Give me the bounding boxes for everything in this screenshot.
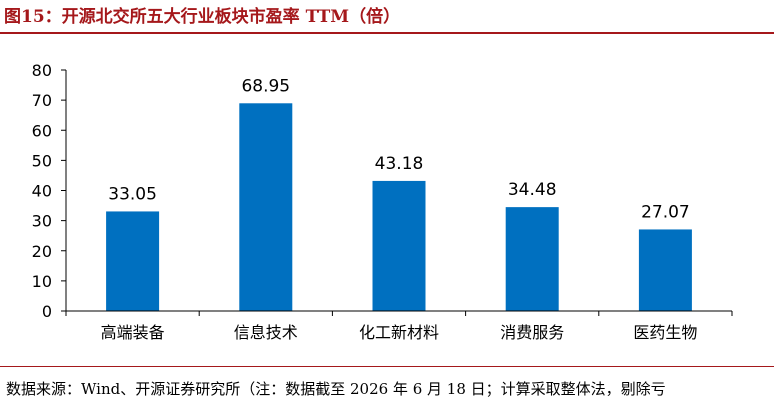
y-tick-label: 10	[32, 272, 52, 291]
y-tick-label: 70	[32, 91, 52, 110]
source-note: 数据来源：Wind、开源证券研究所（注：数据截至 2026 年 6 月 18 日…	[6, 380, 666, 398]
y-axis-ticks: 0 10 20 30 40 50 60 70 80	[32, 61, 733, 321]
bar	[638, 229, 692, 311]
x-tick-label: 信息技术	[234, 323, 298, 342]
y-tick-label: 80	[32, 61, 52, 80]
y-tick-label: 50	[32, 151, 52, 170]
bars	[106, 103, 692, 312]
y-tick-label: 30	[32, 212, 52, 231]
y-tick-label: 60	[32, 121, 52, 140]
bar	[505, 207, 559, 311]
data-label: 68.95	[241, 76, 290, 96]
y-tick-label: 40	[32, 182, 52, 201]
title-divider	[0, 32, 774, 34]
x-tick-label: 医药生物	[633, 323, 697, 342]
bar	[372, 180, 426, 311]
data-label: 43.18	[375, 154, 424, 174]
x-tick-label: 高端装备	[101, 323, 165, 342]
y-tick-label: 20	[32, 242, 52, 261]
bar	[239, 103, 293, 312]
data-label: 34.48	[508, 180, 557, 200]
data-label: 33.05	[108, 184, 157, 204]
figure-title: 图15：开源北交所五大行业板块市盈率 TTM（倍）	[4, 7, 401, 27]
data-labels: 33.05 68.95 43.18 34.48 27.07	[108, 76, 689, 222]
x-tick-label: 化工新材料	[359, 323, 439, 342]
x-axis-labels: 高端装备 信息技术 化工新材料 消费服务 医药生物	[101, 323, 698, 342]
bar-chart: 0 10 20 30 40 50 60 70 80 33.05 68.95 43.18 34.48 27…	[32, 61, 733, 342]
bar	[106, 211, 160, 311]
y-tick-label: 0	[42, 302, 52, 321]
x-tick-label: 消费服务	[500, 323, 564, 342]
data-label: 27.07	[641, 202, 690, 222]
footer-divider	[0, 366, 774, 367]
